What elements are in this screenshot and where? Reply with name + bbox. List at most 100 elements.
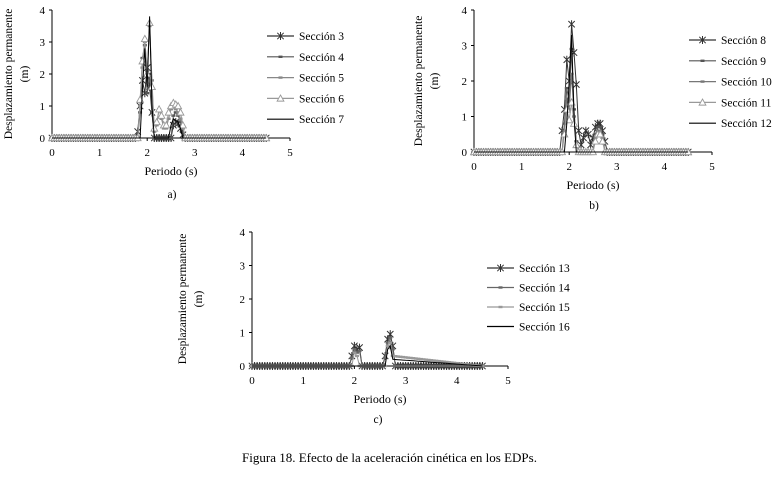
data-point — [418, 364, 423, 368]
data-point — [354, 351, 359, 354]
data-point — [584, 130, 592, 139]
data-point — [398, 355, 403, 359]
panel-label: a) — [168, 189, 177, 201]
legend-item: Sección 16 — [487, 322, 570, 334]
x-tick-label: 2 — [352, 375, 358, 387]
series-secci-n-16 — [252, 344, 483, 367]
legend-marker — [496, 264, 505, 272]
x-tick-label: 4 — [240, 147, 246, 159]
x-tick-label: 4 — [454, 375, 460, 387]
data-point — [416, 364, 421, 368]
data-point — [390, 354, 395, 358]
series-line — [474, 34, 689, 153]
y-tick-label: 3 — [462, 41, 468, 53]
data-point — [569, 72, 574, 76]
data-point — [424, 364, 429, 368]
data-point — [431, 359, 436, 362]
data-point — [352, 348, 357, 351]
data-point — [145, 92, 150, 95]
x-tick-label: 5 — [709, 161, 715, 173]
y-axis-label: Desplazamiento permanente — [413, 16, 425, 147]
data-point — [444, 360, 449, 364]
x-tick-label: 3 — [403, 375, 409, 387]
x-tick-label: 5 — [287, 147, 293, 159]
data-point — [162, 120, 171, 129]
data-point — [426, 358, 431, 362]
legend-marker — [700, 59, 705, 62]
data-point — [383, 356, 388, 359]
data-point — [591, 137, 600, 145]
data-point — [452, 361, 457, 365]
data-point — [413, 364, 418, 368]
x-tick-label: 5 — [505, 375, 511, 387]
data-point — [442, 360, 446, 363]
data-point — [166, 117, 171, 120]
data-point — [178, 120, 183, 124]
legend-marker — [698, 98, 707, 106]
data-point — [406, 356, 411, 359]
y-tick-label: 2 — [40, 69, 46, 81]
legend-label: Sección 11 — [721, 97, 772, 109]
data-point — [459, 364, 464, 368]
legend-marker — [278, 55, 283, 58]
data-point — [411, 357, 416, 360]
y-tick-label: 3 — [240, 261, 246, 273]
data-point — [408, 364, 413, 368]
legend-item: Sección 13 — [487, 263, 570, 275]
data-point — [598, 125, 603, 129]
data-point — [449, 361, 454, 364]
series-line — [52, 25, 267, 139]
data-point — [457, 362, 462, 365]
data-point — [403, 356, 408, 359]
series-secci-n-12 — [474, 34, 689, 153]
series-secci-n-8 — [470, 20, 692, 156]
data-point — [401, 355, 406, 359]
legend-marker — [498, 305, 503, 309]
data-point — [173, 108, 178, 111]
legend-marker — [498, 286, 503, 289]
data-point — [421, 358, 426, 361]
legend-marker — [700, 80, 705, 83]
data-point — [454, 361, 459, 365]
data-point — [395, 364, 400, 368]
data-point — [154, 104, 164, 113]
series-line — [52, 67, 267, 139]
data-point — [398, 364, 403, 368]
data-point — [575, 126, 583, 135]
data-point — [413, 357, 418, 360]
data-point — [164, 127, 169, 130]
data-point — [164, 108, 173, 116]
data-point — [173, 101, 183, 110]
legend-item: Sección 6 — [267, 93, 344, 105]
y-tick-label: 2 — [462, 76, 468, 88]
data-point — [411, 364, 416, 368]
data-point — [150, 124, 159, 132]
y-tick-label: 3 — [40, 37, 46, 49]
data-point — [406, 364, 411, 368]
data-point — [388, 341, 393, 344]
data-point — [157, 111, 166, 119]
legend-label: Sección 3 — [299, 31, 344, 43]
y-axis-unit: (m) — [193, 291, 205, 308]
data-point — [161, 127, 166, 130]
x-tick-label: 3 — [192, 147, 198, 159]
data-point — [154, 124, 159, 127]
data-point — [429, 359, 434, 362]
legend-label: Sección 6 — [299, 93, 344, 105]
panel-label: c) — [374, 414, 383, 426]
legend-label: Sección 12 — [721, 118, 772, 130]
data-point — [426, 364, 431, 368]
data-point — [385, 344, 390, 348]
data-point — [416, 357, 421, 361]
legend-item: Sección 7 — [267, 114, 344, 126]
chart-panel-3: 0 1 2 3 4 0 1 2 3 4 5 Periodo (s) Desplazamiento per… — [177, 227, 570, 426]
series-secci-n-6 — [47, 18, 271, 142]
legend-item: Sección 8 — [689, 35, 766, 47]
data-point — [447, 361, 452, 364]
legend-item: Sección 10 — [689, 77, 772, 89]
data-point — [169, 136, 173, 140]
legend-label: Sección 9 — [721, 56, 766, 68]
x-tick-label: 1 — [519, 161, 525, 173]
y-tick-label: 0 — [40, 133, 46, 145]
